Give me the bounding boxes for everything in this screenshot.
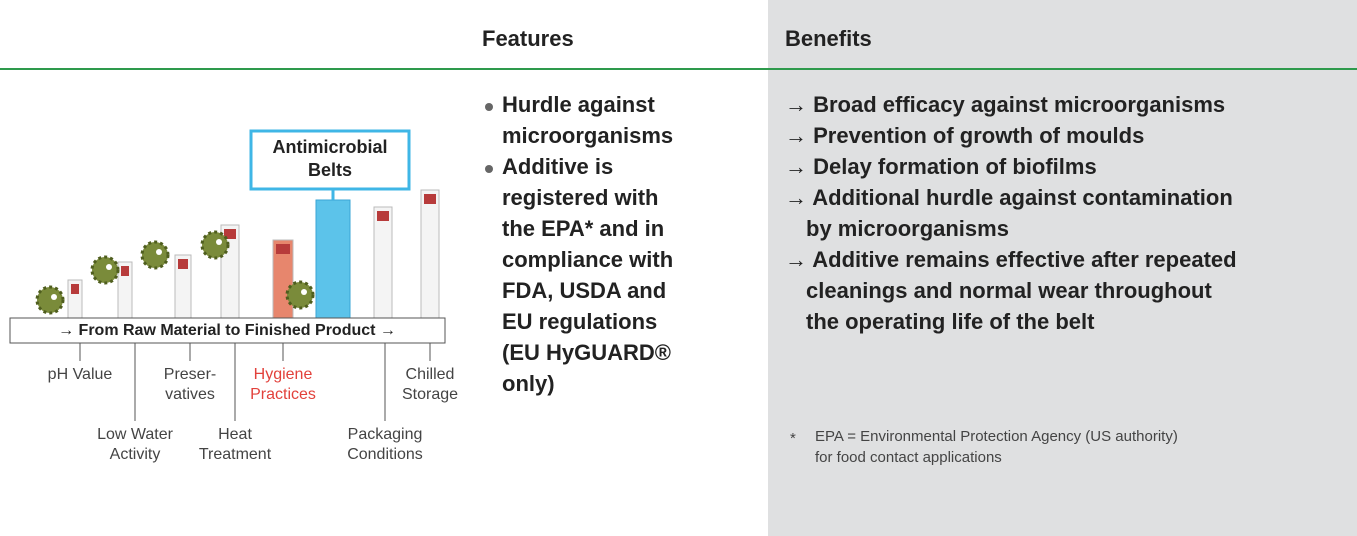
feature-line: the EPA* and in <box>502 216 664 241</box>
hurdle-column <box>421 190 439 318</box>
feature-line: only) <box>502 371 555 396</box>
benefit-line: → Prevention of growth of moulds <box>785 123 1144 148</box>
footnote-text: EPA = Environmental Protection Agency (U… <box>815 428 1178 445</box>
banner-text: → From Raw Material to Finished Product … <box>58 322 396 339</box>
slide: Features Benefits Antimicrobial Belts → Fr… <box>0 0 1357 536</box>
footnote-mark: * <box>790 430 796 447</box>
hurdle-cap <box>424 194 436 204</box>
bullet <box>485 165 493 173</box>
hurdle-column <box>374 207 392 318</box>
microbe-eye <box>51 294 57 300</box>
benefits-heading: Benefits <box>785 26 872 51</box>
feature-line: FDA, USDA and <box>502 278 666 303</box>
callout-text: Antimicrobial <box>272 137 387 157</box>
feature-line: (EU HyGUARD® <box>502 340 671 365</box>
footnote-text: for food contact applications <box>815 449 1002 466</box>
benefit-line: by microorganisms <box>806 216 1009 241</box>
hurdle-label: Heat <box>218 426 252 443</box>
feature-line: microorganisms <box>502 123 673 148</box>
microbe-eye <box>156 249 162 255</box>
hurdle-column <box>316 200 350 318</box>
benefit-line: the operating life of the belt <box>806 309 1095 334</box>
bullet <box>485 103 493 111</box>
hurdle-label: Storage <box>402 386 458 403</box>
hurdle-cap <box>178 259 188 269</box>
benefit-line: cleanings and normal wear throughout <box>806 278 1212 303</box>
callout-text: Belts <box>308 160 352 180</box>
hurdle-label: Conditions <box>347 446 423 463</box>
feature-line: Hurdle against <box>502 92 655 117</box>
hurdle-label: pH Value <box>48 366 113 383</box>
hurdle-label: vatives <box>165 386 215 403</box>
benefit-line: → Additional hurdle against contaminatio… <box>785 185 1233 210</box>
feature-line: compliance with <box>502 247 673 272</box>
microbe <box>142 242 168 268</box>
microbe <box>287 282 313 308</box>
hurdle-label: Packaging <box>348 426 423 443</box>
hurdle-illustration <box>37 190 439 318</box>
hurdle-label: Practices <box>250 386 316 403</box>
hurdle-cap <box>71 284 79 294</box>
feature-line: Additive is <box>502 154 613 179</box>
hurdle-label: Preser- <box>164 366 216 383</box>
hurdle-cap <box>276 244 290 254</box>
microbe-eye <box>106 264 112 270</box>
benefit-line: → Broad efficacy against microorganisms <box>785 92 1225 117</box>
hurdle-label: Low Water <box>97 426 174 443</box>
benefit-line: → Delay formation of biofilms <box>785 154 1097 179</box>
hurdle-cap <box>121 266 129 276</box>
feature-line: EU regulations <box>502 309 657 334</box>
features-heading: Features <box>482 26 574 51</box>
microbe <box>202 232 228 258</box>
feature-line: registered with <box>502 185 658 210</box>
microbe <box>92 257 118 283</box>
hurdle-label: Activity <box>110 446 161 463</box>
hurdle-cap <box>377 211 389 221</box>
hurdle-label: Chilled <box>406 366 455 383</box>
hurdle-label: Treatment <box>199 446 272 463</box>
microbe <box>37 287 63 313</box>
page: Features Benefits Antimicrobial Belts → Fr… <box>0 0 1357 536</box>
microbe-eye <box>216 239 222 245</box>
microbe-eye <box>301 289 307 295</box>
hurdle-label: Hygiene <box>254 366 313 383</box>
benefit-line: → Additive remains effective after repea… <box>785 247 1237 272</box>
